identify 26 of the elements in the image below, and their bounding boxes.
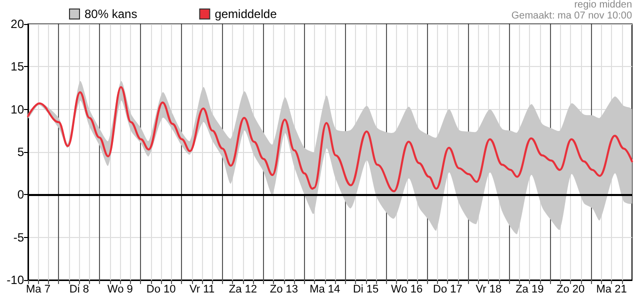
- x-tick-label: Di 15: [352, 284, 379, 296]
- y-tick-label: -5: [13, 230, 24, 244]
- x-tick-label: Za 19: [516, 284, 544, 296]
- x-tick-label: Ma 21: [596, 284, 627, 296]
- x-tick-label: Vr 18: [476, 284, 502, 296]
- x-tick-label: Do 17: [433, 284, 462, 296]
- x-tick-label: Zo 13: [270, 284, 298, 296]
- x-tick-label: Za 12: [228, 284, 258, 296]
- y-tick-label: 0: [17, 188, 24, 202]
- y-tick-label: -10: [6, 273, 24, 287]
- x-tick-label: Ma 7: [26, 284, 50, 296]
- text: regio midden: [574, 0, 632, 10]
- x-tick-label: Wo 9: [107, 284, 133, 296]
- x-tick-label: Ma 14: [310, 284, 340, 296]
- y-tick-label: 15: [10, 60, 24, 74]
- x-tick-label: Zo 20: [556, 284, 585, 296]
- legend-label: 80% kans: [84, 7, 138, 21]
- legend-label: gemiddelde: [214, 7, 278, 21]
- x-tick-label: Vr 11: [189, 284, 215, 296]
- x-tick-label: Di 8: [69, 284, 89, 296]
- x-tick-label: Wo 16: [390, 284, 423, 296]
- y-tick-label: 10: [10, 102, 24, 116]
- y-tick-label: 20: [10, 17, 24, 31]
- text: Gemaakt: ma 07 nov 10:00: [511, 10, 632, 22]
- x-tick-label: Do 10: [146, 284, 176, 296]
- y-tick-label: 5: [17, 145, 24, 159]
